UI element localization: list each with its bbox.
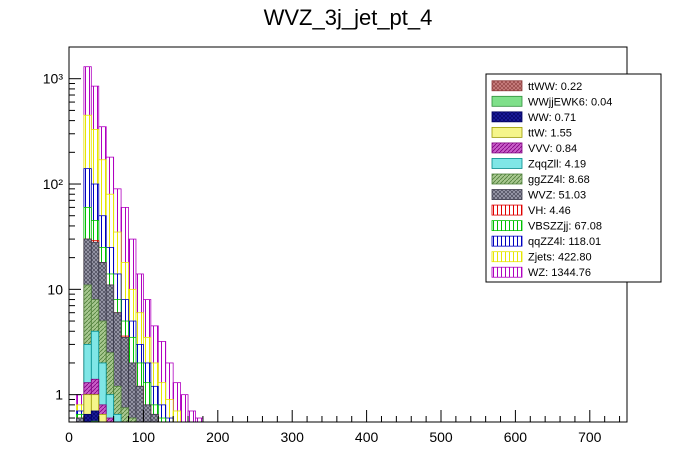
legend: ttWW: 0.22 WWjjEWK6: 0.04 WW: 0.71 ttW: 1.5… xyxy=(485,73,662,283)
bar-wvz-110 xyxy=(150,413,159,423)
bar-wz-160 xyxy=(187,410,196,423)
bar-wvz-90 xyxy=(135,385,144,423)
y-tick-label: 1 xyxy=(55,387,63,403)
bar-wvz-100 xyxy=(142,404,152,423)
x-tick-label: 0 xyxy=(65,429,73,445)
x-tick-label: 100 xyxy=(132,429,156,445)
legend-label: ttW: 1.55 xyxy=(528,127,572,139)
legend-item-vh: VH: 4.46 xyxy=(491,204,571,217)
bar-vbszzjj-120 xyxy=(157,417,167,423)
legend-item-wz: WZ: 1344.76 xyxy=(491,266,591,279)
legend-label: ZqqZll: 4.19 xyxy=(528,158,586,170)
legend-swatch xyxy=(491,111,523,123)
legend-label: qqZZ4l: 118.01 xyxy=(528,236,601,248)
bar-wvz-10 xyxy=(76,417,85,423)
x-tick-label: 200 xyxy=(206,429,230,445)
histogram-bars xyxy=(76,66,204,423)
x-tick-label: 600 xyxy=(504,429,528,445)
x-tick-label: 700 xyxy=(578,429,602,445)
legend-label: ggZZ4l: 8.68 xyxy=(528,174,590,186)
legend-label: VH: 4.46 xyxy=(528,205,571,217)
legend-item-ggzz4l: ggZZ4l: 8.68 xyxy=(491,173,590,186)
legend-label: WVZ: 51.03 xyxy=(528,190,586,202)
legend-item-wvz: WVZ: 51.03 xyxy=(491,189,586,202)
bar-ww-20 xyxy=(83,413,92,423)
bar-ttw-40 xyxy=(98,413,107,423)
legend-item-ttww: ttWW: 0.22 xyxy=(491,80,582,93)
bar-zqqzll-60 xyxy=(113,413,122,423)
bar-zjets-140 xyxy=(172,410,182,423)
x-tick-label: 300 xyxy=(281,429,305,445)
bar-wz-170 xyxy=(195,417,204,423)
legend-label: WW: 0.71 xyxy=(528,112,576,124)
legend-item-zqqzll: ZqqZll: 4.19 xyxy=(491,158,586,170)
legend-swatch xyxy=(491,220,523,232)
bar-ggzz4l-80 xyxy=(128,417,137,423)
legend-item-zjets: Zjets: 422.80 xyxy=(491,251,592,264)
bar-vvv-50 xyxy=(105,417,115,423)
y-axis: 1 10 10² 10³ xyxy=(43,46,81,419)
legend-swatch xyxy=(491,266,523,278)
legend-item-ttw: ttW: 1.55 xyxy=(491,126,572,139)
x-tick-label: 400 xyxy=(355,429,379,445)
legend-swatch xyxy=(491,142,523,154)
bar-wvz-80 xyxy=(128,362,137,423)
bar-ggzz4l-70 xyxy=(120,407,129,423)
legend-swatch xyxy=(491,80,523,92)
bar-wz-150 xyxy=(180,394,189,423)
legend-item-qqzz4l: qqZZ4l: 118.01 xyxy=(491,235,601,248)
legend-swatch xyxy=(491,235,523,247)
legend-swatch xyxy=(491,189,523,200)
legend-swatch xyxy=(491,95,523,107)
legend-item-vbszzjj: VBSZZjj: 67.08 xyxy=(491,220,602,233)
x-axis: 0 100 200 300 400 500 600 700 xyxy=(65,410,621,445)
x-tick-label: 500 xyxy=(429,429,453,445)
y-tick-label: 10² xyxy=(43,176,64,192)
bar-ww-30 xyxy=(90,410,100,423)
legend-swatch xyxy=(491,126,523,138)
legend-swatch xyxy=(491,204,523,216)
legend-label: ttWW: 0.22 xyxy=(528,81,582,93)
legend-label: WWjjEWK6: 0.04 xyxy=(528,96,612,108)
y-tick-label: 10 xyxy=(47,281,63,297)
legend-label: VVV: 0.84 xyxy=(528,143,577,155)
legend-swatch xyxy=(491,173,523,185)
legend-label: Zjets: 422.80 xyxy=(528,252,592,264)
bar-qqzz4l-130 xyxy=(165,417,174,423)
legend-label: WZ: 1344.76 xyxy=(528,267,591,279)
legend-swatch xyxy=(491,251,523,263)
legend-item-wwjjewk6: WWjjEWK6: 0.04 xyxy=(491,95,612,108)
legend-swatch xyxy=(491,158,523,169)
legend-item-vvv: VVV: 0.84 xyxy=(491,142,577,155)
legend-item-ww: WW: 0.71 xyxy=(491,111,576,124)
y-tick-label: 10³ xyxy=(43,71,64,87)
chart-title: WVZ_3j_jet_pt_4 xyxy=(264,5,433,30)
legend-label: VBSZZjj: 67.08 xyxy=(528,221,602,233)
